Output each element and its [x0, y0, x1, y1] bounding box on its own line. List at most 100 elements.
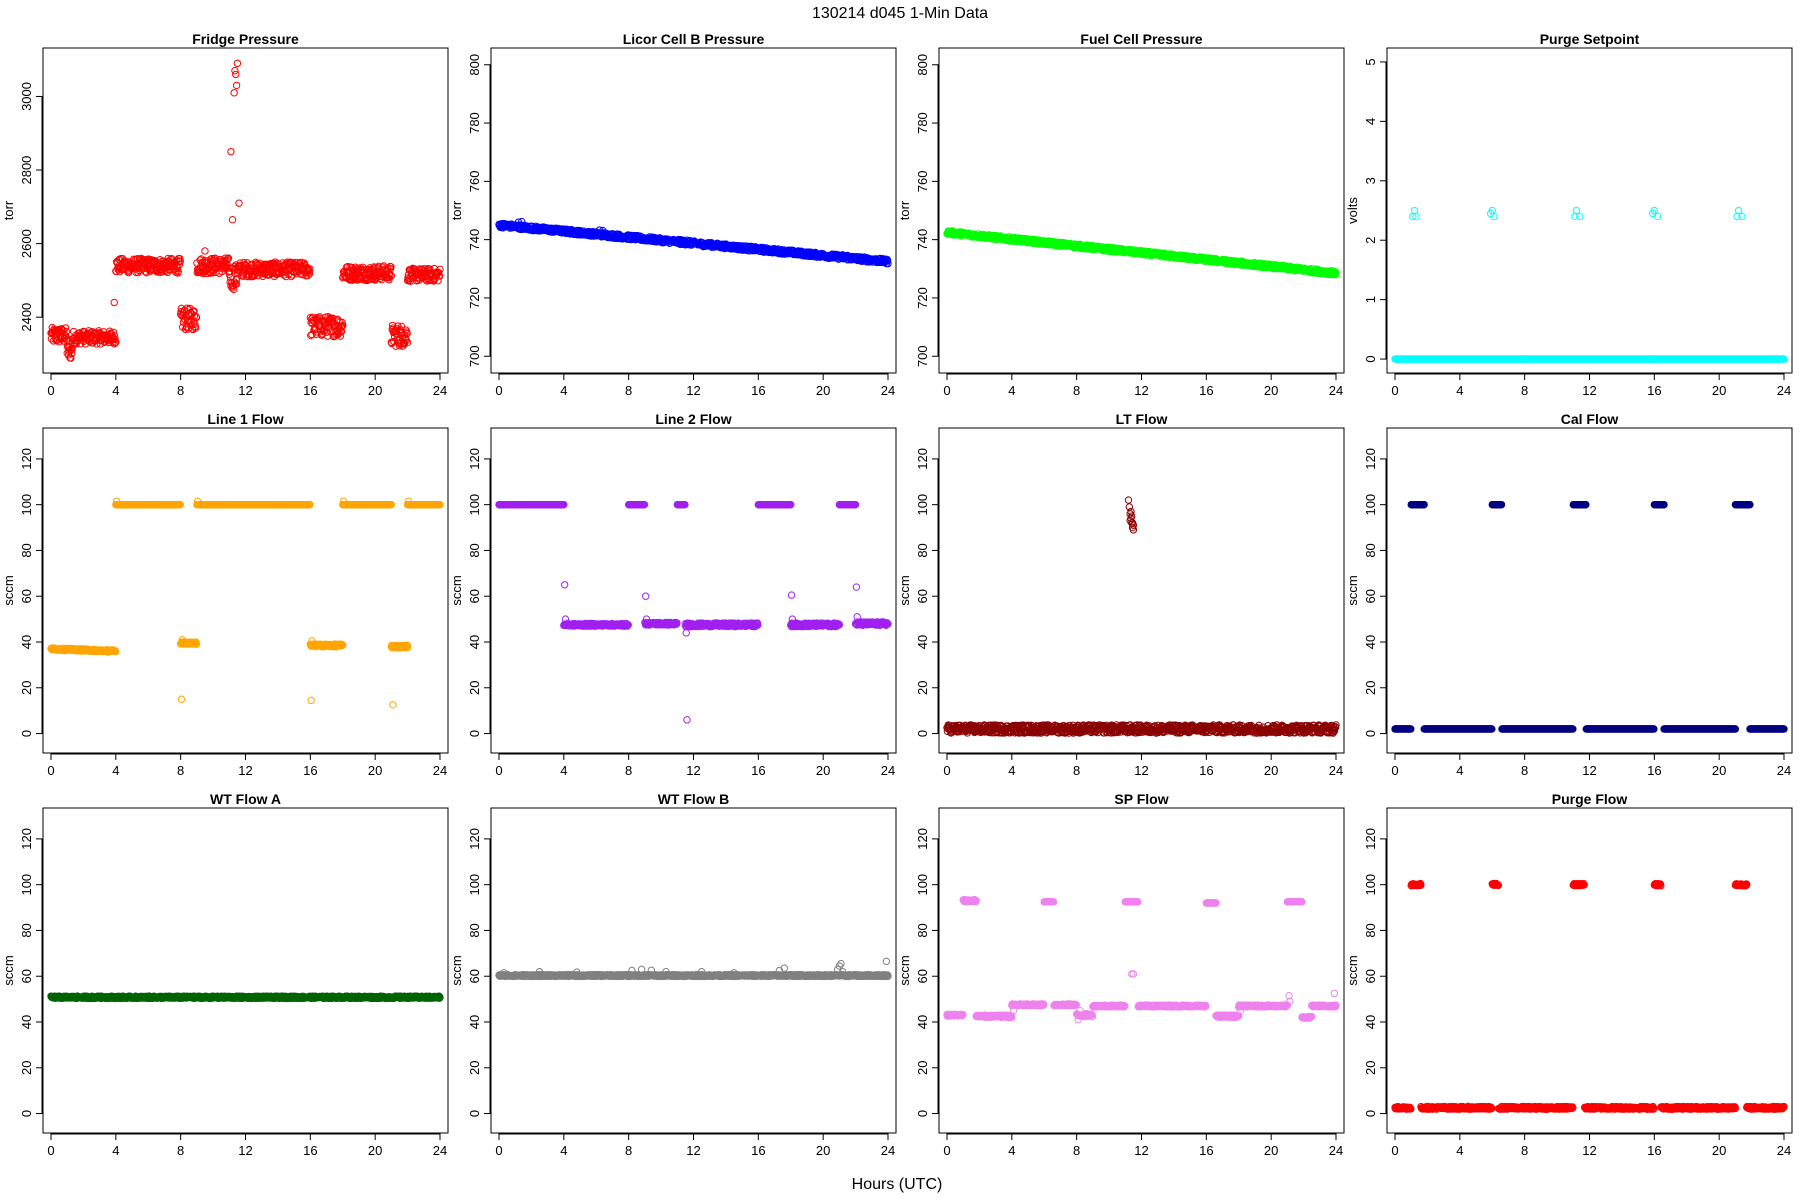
- data-point: [387, 271, 396, 280]
- y-tick-label: 760: [915, 170, 930, 192]
- data-point: [232, 280, 241, 288]
- data-point: [329, 314, 337, 323]
- x-tick-label: 4: [1008, 383, 1015, 398]
- x-tick-label: 8: [1521, 383, 1528, 398]
- y-tick-label: 2400: [19, 303, 34, 332]
- data-point: [191, 320, 199, 328]
- data-series: [1391, 206, 1788, 363]
- data-point: [135, 263, 143, 272]
- plot-frame: [1386, 47, 1793, 374]
- panel-title: Licor Cell B Pressure: [623, 31, 765, 47]
- data-point: [323, 328, 332, 336]
- data-point: [109, 328, 118, 336]
- data-point: [434, 276, 442, 285]
- x-tick-label: 20: [368, 763, 382, 778]
- data-point: [191, 324, 200, 332]
- data-point-outlier: [1734, 206, 1743, 215]
- data-series: [943, 227, 1340, 279]
- panel-title: Fridge Pressure: [192, 31, 299, 47]
- y-axis-label: volts: [1345, 197, 1360, 224]
- data-point: [225, 270, 233, 278]
- x-tick-label: 24: [881, 383, 895, 398]
- y-tick-label: 40: [19, 635, 34, 649]
- data-point: [306, 265, 314, 273]
- y-tick-label: 740: [467, 229, 482, 251]
- y-tick-label: 740: [915, 229, 930, 251]
- data-point: [307, 331, 315, 340]
- x-tick-label: 16: [303, 763, 317, 778]
- data-point-outlier: [1738, 212, 1746, 221]
- panel-title: Purge Setpoint: [1540, 31, 1640, 47]
- data-point: [110, 340, 118, 348]
- x-tick-label: 0: [47, 383, 54, 398]
- data-point: [61, 331, 69, 340]
- data-point-outlier: [235, 199, 243, 207]
- data-point: [339, 321, 347, 330]
- y-tick-label: 1: [1363, 296, 1378, 303]
- panel-title: Fuel Cell Pressure: [1080, 31, 1202, 47]
- plot-frame: [42, 427, 449, 754]
- data-point: [58, 325, 66, 334]
- x-tick-label: 20: [1712, 383, 1726, 398]
- data-series: [495, 217, 892, 268]
- data-point-outlier: [1576, 212, 1584, 221]
- x-tick-label: 0: [943, 383, 950, 398]
- x-tick-label: 8: [625, 383, 632, 398]
- x-tick-label: 24: [433, 383, 447, 398]
- x-tick-label: 12: [238, 383, 252, 398]
- x-tick-label: 20: [816, 383, 830, 398]
- data-point: [338, 318, 347, 327]
- x-tick-label: 0: [495, 383, 502, 398]
- x-tick-label: 0: [47, 763, 54, 778]
- data-point-outlier: [1653, 212, 1662, 221]
- y-axis-label: torr: [1, 200, 16, 220]
- data-point: [403, 338, 412, 347]
- y-tick-label: 100: [19, 494, 34, 516]
- y-tick-label: 800: [467, 54, 482, 76]
- data-point: [305, 269, 314, 278]
- data-point-outlier: [110, 298, 118, 307]
- data-point: [336, 332, 345, 340]
- data-point: [62, 332, 70, 340]
- x-tick-label: 12: [686, 383, 700, 398]
- y-tick-label: 780: [915, 112, 930, 134]
- panel-title: Line 1 Flow: [207, 411, 283, 427]
- x-tick-label: 16: [1199, 383, 1213, 398]
- data-point-outlier: [227, 147, 235, 156]
- data-point: [192, 313, 201, 322]
- x-tick-label: 4: [112, 763, 119, 778]
- y-tick-label: 20: [19, 681, 34, 695]
- data-point-outlier: [233, 59, 242, 68]
- y-axis-label: torr: [897, 200, 912, 220]
- data-point: [174, 267, 182, 276]
- data-point: [180, 311, 188, 320]
- y-tick-label: 80: [19, 543, 34, 557]
- y-tick-label: 720: [467, 287, 482, 309]
- y-tick-label: 120: [19, 448, 34, 470]
- y-tick-label: 2: [1363, 237, 1378, 244]
- x-tick-label: 16: [303, 383, 317, 398]
- y-tick-label: 0: [1363, 355, 1378, 362]
- y-tick-label: 5: [1363, 58, 1378, 65]
- data-point: [61, 324, 70, 332]
- x-tick-label: 4: [560, 383, 567, 398]
- data-point-outlier: [230, 89, 238, 97]
- data-point: [218, 261, 227, 269]
- data-point: [175, 260, 184, 269]
- y-tick-label: 780: [467, 112, 482, 134]
- x-tick-label: 8: [177, 383, 184, 398]
- data-series: [47, 497, 444, 709]
- data-point: [435, 268, 443, 277]
- x-tick-label: 12: [238, 763, 252, 778]
- y-tick-label: 700: [915, 345, 930, 367]
- y-tick-label: 700: [467, 345, 482, 367]
- data-point: [359, 263, 367, 272]
- plot-frame: [490, 47, 897, 374]
- data-point: [436, 265, 444, 274]
- x-tick-label: 4: [112, 383, 119, 398]
- y-tick-label: 0: [19, 730, 34, 737]
